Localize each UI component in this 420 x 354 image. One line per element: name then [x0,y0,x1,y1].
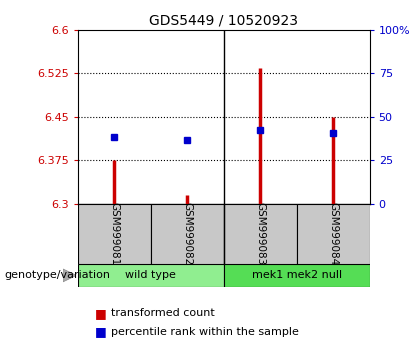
Text: transformed count: transformed count [111,308,215,318]
Text: mek1 mek2 null: mek1 mek2 null [252,270,342,280]
Text: genotype/variation: genotype/variation [4,270,110,280]
Bar [223,204,297,264]
Text: ■: ■ [94,325,106,338]
Text: percentile rank within the sample: percentile rank within the sample [111,327,299,337]
Text: GSM999083: GSM999083 [255,202,265,265]
Bar [223,264,370,287]
Text: wild type: wild type [125,270,176,280]
Bar [78,264,223,287]
Title: GDS5449 / 10520923: GDS5449 / 10520923 [149,13,298,28]
Text: ■: ■ [94,307,106,320]
Text: GSM999084: GSM999084 [328,202,338,265]
Bar [297,204,370,264]
Polygon shape [63,269,76,282]
Bar [78,204,151,264]
Text: GSM999081: GSM999081 [109,202,119,265]
Bar [151,204,224,264]
Text: GSM999082: GSM999082 [182,202,192,265]
